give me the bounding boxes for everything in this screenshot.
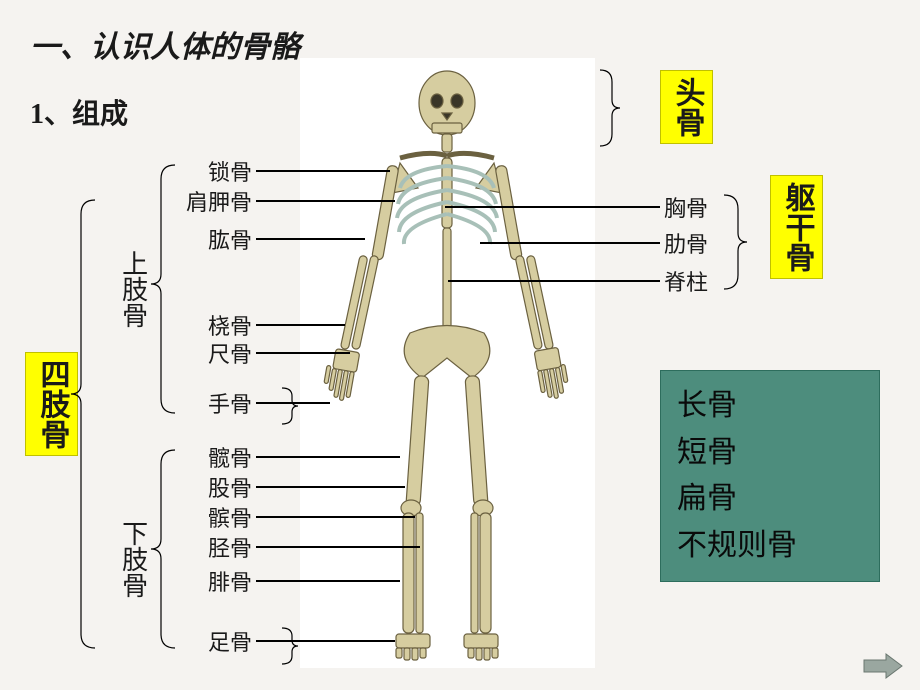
next-arrow-button[interactable]	[862, 652, 904, 680]
arrow-right-icon	[862, 652, 904, 680]
braces-overlay	[0, 0, 920, 690]
